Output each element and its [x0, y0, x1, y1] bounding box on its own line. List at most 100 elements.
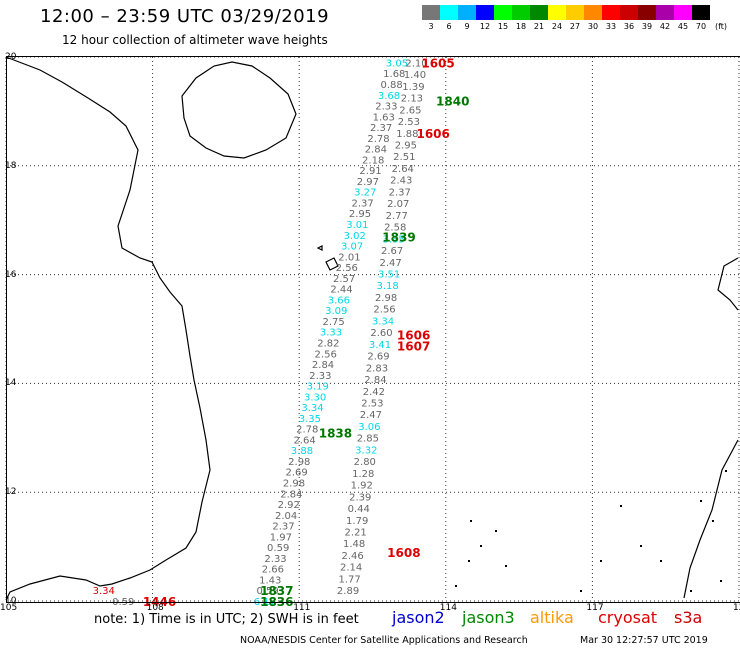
swh-value: 2.80 — [354, 457, 376, 468]
scale-swatch — [692, 5, 710, 20]
legend-jason3: jason3 — [462, 608, 515, 627]
swh-value: 2.56 — [315, 349, 337, 360]
swh-value: 2.10 — [405, 58, 427, 69]
swh-value: 3.51 — [378, 270, 400, 281]
swh-value: 0.88 — [381, 80, 403, 91]
scale-swatch — [566, 5, 584, 20]
swh-value: 3.35 — [383, 234, 405, 245]
swh-value: 2.13 — [401, 94, 423, 105]
scale-label: 36 — [623, 22, 635, 31]
scale-label: 24 — [551, 22, 563, 31]
lon-label: 108 — [146, 603, 164, 613]
swh-value: 2.78 — [367, 134, 389, 145]
island-dot — [455, 585, 457, 587]
scale-label: 70 — [695, 22, 707, 31]
scale-label: 39 — [641, 22, 653, 31]
island-dot — [470, 520, 472, 522]
swh-value: 2.84 — [365, 145, 387, 156]
scale-swatch — [422, 5, 440, 20]
pass-time-label: 1839 — [382, 231, 415, 245]
lat-label: 20 — [5, 52, 17, 62]
swh-value: 3.88 — [291, 446, 313, 457]
footer-date: Mar 30 12:27:57 UTC 2019 — [580, 635, 708, 646]
swh-value: 3.19 — [307, 382, 329, 393]
lat-label: 16 — [5, 269, 17, 280]
swh-value: 1.40 — [404, 70, 426, 81]
swh-value: 2.67 — [381, 246, 403, 257]
swh-value: 3.35 — [299, 414, 321, 425]
swh-value: 2.07 — [387, 199, 409, 210]
swh-value: 2.51 — [393, 152, 415, 163]
swh-value: 3.07 — [341, 242, 363, 253]
pass-time-label: 1606 — [397, 328, 430, 342]
swh-value: 2.91 — [359, 166, 381, 177]
swh-value: 2.53 — [361, 399, 383, 410]
island-dot — [600, 560, 602, 562]
swh-value: 2.39 — [349, 492, 371, 503]
small-islands — [455, 470, 727, 592]
swh-value: 2.01 — [338, 252, 360, 263]
scale-swatch — [458, 5, 476, 20]
footer-note: note: 1) Time is in UTC; 2) SWH is in fe… — [94, 612, 359, 627]
swh-value: 3.30 — [304, 392, 326, 403]
swh-value: 3.09 — [325, 306, 347, 317]
scale-swatch — [476, 5, 494, 20]
island-dot — [660, 560, 662, 562]
swh-value: 2.44 — [330, 285, 352, 296]
swh-value: 1.43 — [259, 575, 281, 586]
scale-label: 9 — [464, 22, 470, 31]
swh-value: 2.64 — [293, 435, 315, 446]
scale-swatch — [440, 5, 458, 20]
swh-value: 3.68 — [378, 91, 400, 102]
map-frame — [6, 56, 740, 603]
island-dot — [480, 545, 482, 547]
swh-value: 1.92 — [351, 481, 373, 492]
swh-value: 2.92 — [278, 500, 300, 511]
swh-value: 2.47 — [360, 410, 382, 421]
swh-value: 2.60 — [370, 328, 392, 339]
swh-value: 1.68 — [383, 69, 405, 80]
swh-value: 2.89 — [337, 586, 359, 597]
swh-value: 1.79 — [346, 516, 368, 527]
swh-value: 2.75 — [322, 317, 344, 328]
lon-label: 111 — [293, 603, 311, 613]
swh-value: 3.34 — [372, 316, 394, 327]
swh-value: 3.27 — [354, 188, 376, 199]
swh-value: 2.37 — [370, 123, 392, 134]
swh-value: 2.82 — [317, 338, 339, 349]
map-title: 12:00 – 23:59 UTC 03/29/2019 — [40, 6, 330, 27]
swh-value: 2.98 — [375, 293, 397, 304]
scale-swatch — [548, 5, 566, 20]
swh-value: 3.33 — [320, 328, 342, 339]
scale-label: 45 — [677, 22, 689, 31]
scale-label: 21 — [533, 22, 545, 31]
island-dot — [725, 470, 727, 472]
swh-value: 2.97 — [357, 177, 379, 188]
scale-swatch — [494, 5, 512, 20]
island-dot — [580, 590, 582, 592]
swh-value: 0.44 — [348, 504, 370, 515]
swh-value: 2.33 — [375, 102, 397, 113]
scale-swatch — [602, 5, 620, 20]
island-dot — [468, 560, 470, 562]
swh-value: 2.65 — [399, 105, 421, 116]
swh-value: 2.83 — [366, 363, 388, 374]
swh-value: 2.33 — [309, 371, 331, 382]
scale-label: 33 — [605, 22, 617, 31]
swh-value: 2.98 — [288, 457, 310, 468]
swh-value: 2.78 — [296, 425, 318, 436]
swh-value: 2.21 — [345, 527, 367, 538]
swh-value: 1.48 — [343, 539, 365, 550]
footer-credit: NOAA/NESDIS Center for Satellite Applica… — [240, 635, 528, 646]
swh-value: 2.33 — [264, 554, 286, 565]
scale-swatch — [674, 5, 692, 20]
swh-value: 0.59 — [267, 543, 289, 554]
luzon-coastline — [717, 257, 739, 311]
scale-swatch — [584, 5, 602, 20]
swh-value: 3.01 — [346, 220, 368, 231]
swh-value: 1.77 — [338, 574, 360, 585]
swh-value: 2.95 — [349, 209, 371, 220]
pass-time-label: 1607 — [397, 339, 430, 353]
swh-value: 3.34 — [301, 403, 323, 414]
